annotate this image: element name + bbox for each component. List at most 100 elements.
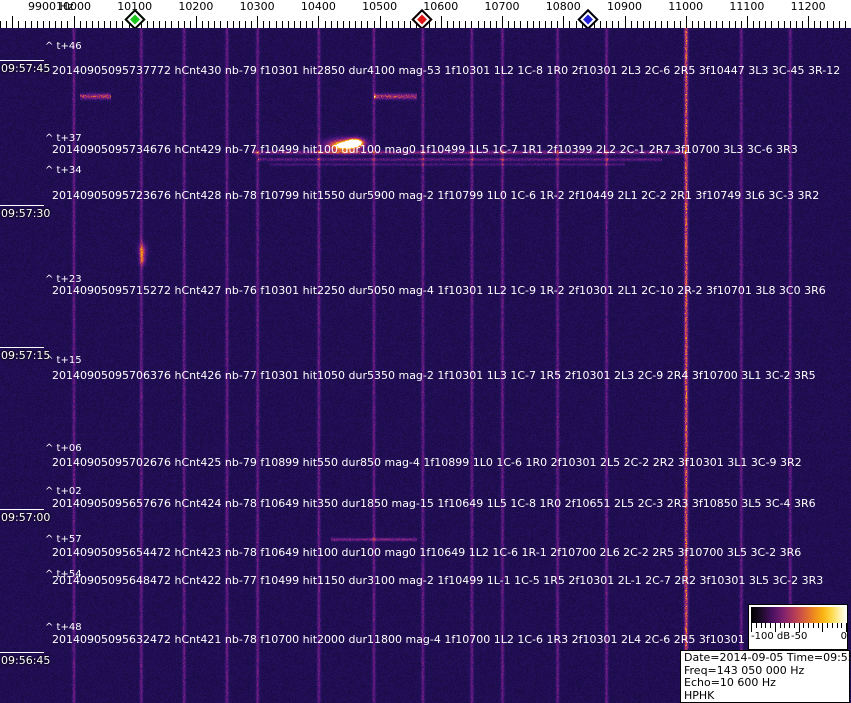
freq-tick-minor [410,21,412,28]
freq-tick-minor [655,21,657,28]
freq-tick-major [195,16,197,28]
freq-tick-minor [771,21,773,28]
colorbar-tick [836,623,838,628]
freq-tick-minor [471,21,473,28]
freq-tick-minor [165,21,167,28]
freq-tick-minor [453,21,455,28]
colorbar-tick [760,623,762,628]
freq-tick-minor [49,21,50,28]
freq-label: 10700 [484,0,520,13]
freq-label: 11000 [668,0,704,13]
freq-tick-minor [428,21,430,28]
freq-tick-minor [636,21,638,28]
time-label: 09:57:15 [1,349,51,362]
freq-label: 10100 [117,0,153,13]
freq-tick-minor [312,21,314,28]
freq-tick-minor [832,21,834,28]
freq-tick-minor [373,21,375,28]
time-axis: 09:57:45 09:57:30 09:57:15 09:57:00 09:56:45 [0,28,50,703]
info-box: Date=2014-09-05 Time=09:55 UTC Freq=143 … [680,650,851,703]
colorbar-tick [817,623,819,628]
freq-tick-minor [30,21,32,28]
freq-tick-minor [202,21,203,28]
freq-tick-minor [98,21,99,28]
freq-tick-minor [183,21,185,28]
freq-label: 10000 [56,0,91,13]
freq-label: 11200 [790,0,826,13]
info-echo: Echo=10 600 Hz [684,676,776,690]
freq-tick-minor [391,21,393,28]
freq-tick-minor [814,21,816,28]
colorbar-tick [770,623,771,628]
freq-label: 10500 [362,0,398,13]
freq-tick-major [685,16,687,28]
freq-tick-minor [826,21,828,28]
frequency-axis[interactable]: 9900 Hz 10000 10100 10200 10300 10400 10500 106… [0,0,851,28]
time-label: 09:57:30 [1,207,51,220]
colorbar-tick [808,623,809,628]
colorbar-tick [779,623,781,628]
freq-tick-minor [716,21,718,28]
freq-label: 10300 [239,0,275,13]
marker-inner [126,11,143,28]
freq-tick-minor [489,21,491,28]
freq-tick-minor [238,21,240,28]
freq-tick-minor [140,21,142,28]
colorbar-tick [831,623,833,628]
info-station: HPHK [684,688,715,702]
freq-tick-minor [24,21,26,28]
freq-tick-minor [293,21,295,28]
freq-tick-minor [336,21,338,28]
time-label: 09:57:45 [1,62,51,75]
freq-tick-major [440,16,442,28]
colorbar-ticks [751,623,847,632]
freq-tick-minor [459,21,461,28]
freq-tick-major [563,16,565,28]
freq-tick-minor [538,21,540,28]
info-freq: Freq=143 050 000 Hz [684,663,805,677]
freq-label: 10900 [607,0,642,13]
freq-tick-major [12,16,14,28]
freq-tick-minor [367,21,369,28]
freq-tick-minor [91,21,93,28]
freq-tick-major [257,16,259,28]
freq-tick-minor [820,21,822,28]
waterfall-plot[interactable] [0,28,851,703]
time-label: 09:56:45 [1,654,51,667]
colorbar-tick [765,623,767,628]
waterfall-canvas[interactable] [0,28,851,703]
freq-tick-minor [220,21,222,28]
time-tick-line [0,60,44,61]
freq-tick-minor [251,21,252,28]
freq-label: 10600 [423,0,459,13]
freq-tick-minor [483,21,485,28]
freq-tick-minor [508,21,510,28]
colorbar-tick [774,623,776,632]
freq-tick-minor [355,21,357,28]
freq-tick-minor [42,21,44,28]
freq-tick-minor [783,21,785,28]
freq-tick-minor [214,21,216,28]
freq-tick-minor [710,21,712,28]
freq-tick-minor [55,21,57,28]
freq-tick-minor [722,21,724,28]
freq-tick-minor [171,21,173,28]
freq-tick-minor [734,21,736,28]
freq-tick-minor [287,21,289,28]
colorbar-tick [812,623,814,628]
time-label: 09:57:00 [1,511,51,524]
freq-tick-minor [606,21,608,28]
freq-tick-minor [67,21,69,28]
colorbar-tick [784,623,786,628]
freq-tick-minor [434,21,436,28]
freq-tick-minor [557,21,559,28]
freq-label: 10200 [178,0,214,13]
freq-tick-major [502,16,503,28]
freq-tick-minor [532,21,534,28]
colorbar-tick [841,623,843,628]
colorbar-tick [793,623,795,628]
freq-tick-minor [324,21,326,28]
freq-tick-minor [753,21,754,28]
freq-tick-minor [116,21,118,28]
